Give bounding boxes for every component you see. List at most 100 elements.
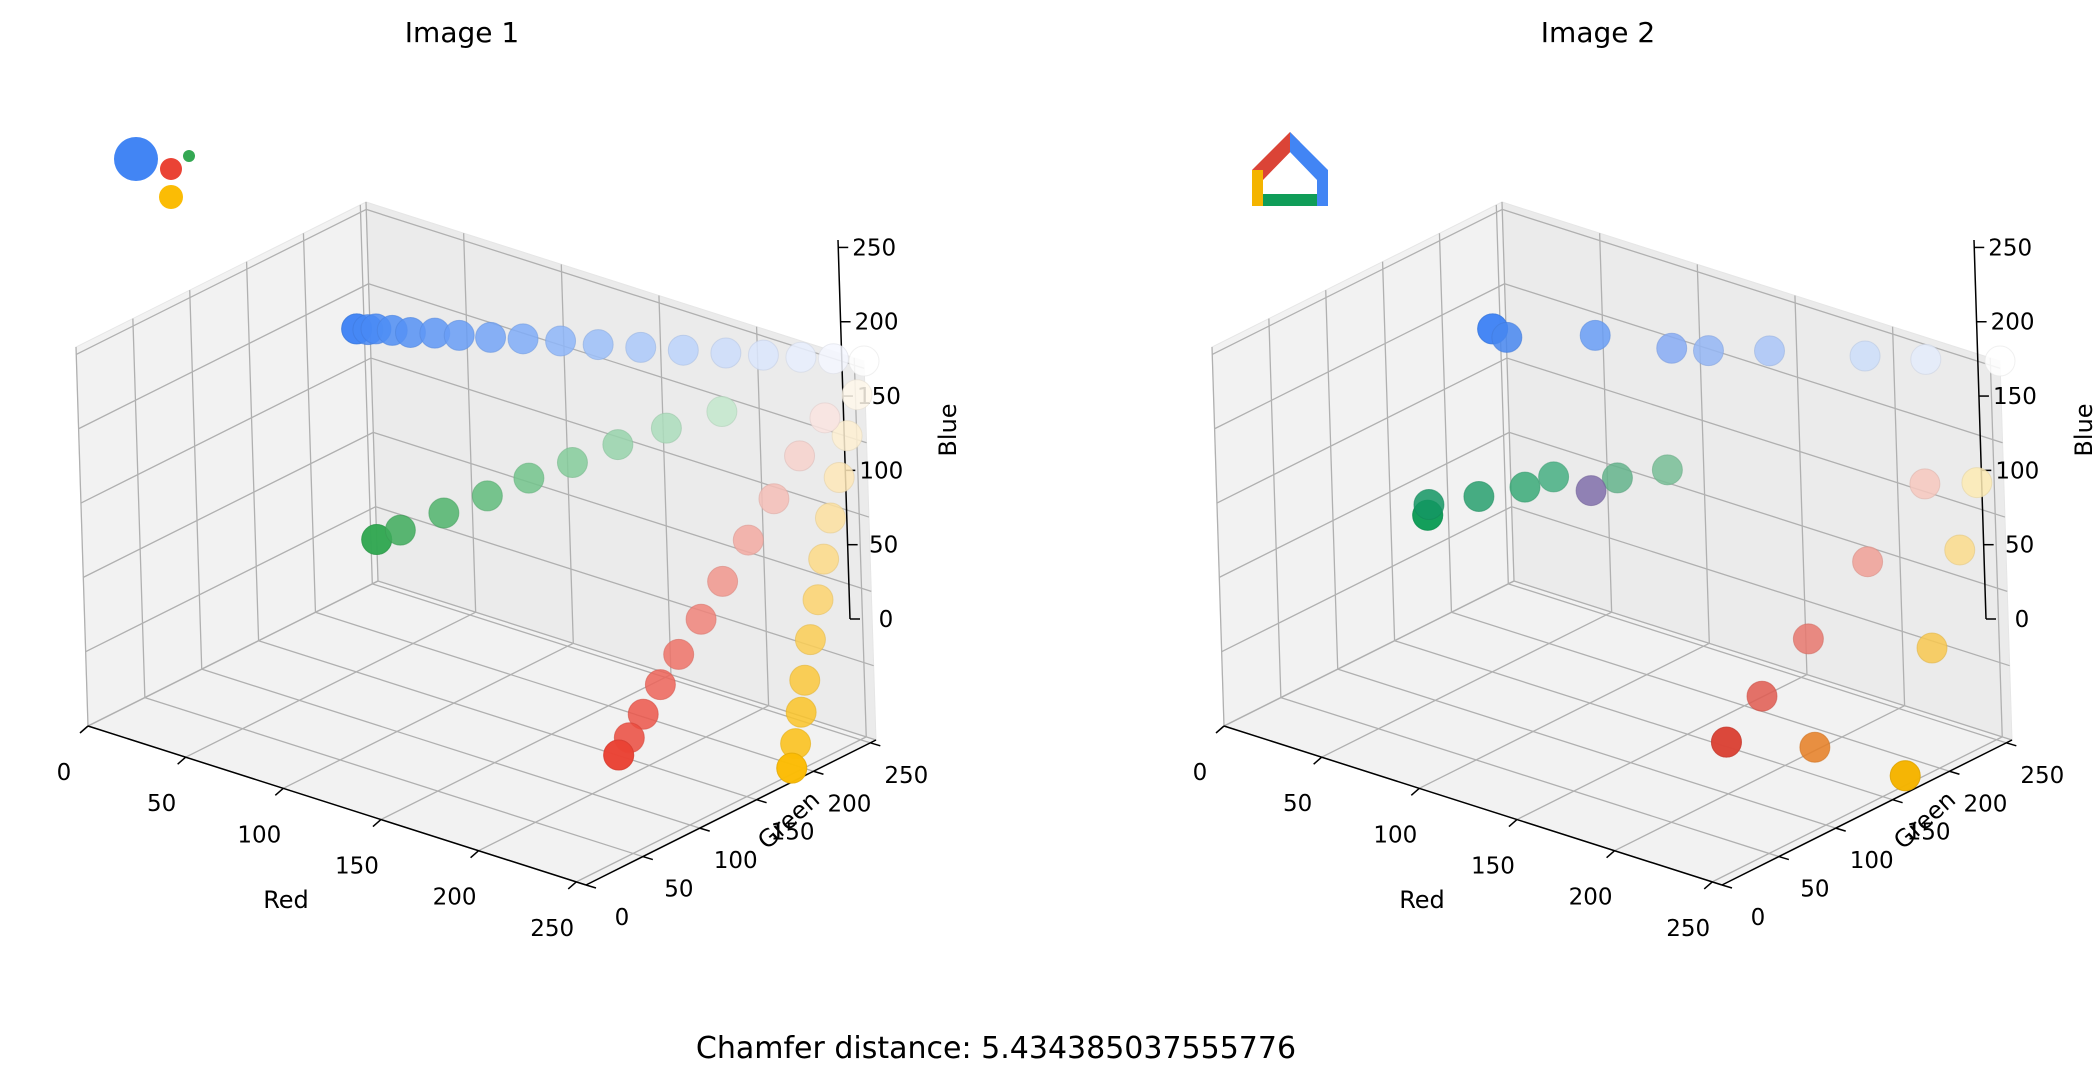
data-point: [625, 331, 657, 363]
grid-line: [1509, 431, 2008, 592]
x-tick: [79, 725, 89, 734]
data-point: [831, 420, 863, 452]
x-tick: [177, 756, 187, 765]
grid-line: [1381, 261, 1396, 641]
grid-line: [144, 696, 644, 858]
scatter-points: [341, 313, 880, 784]
data-point: [471, 480, 503, 512]
data-point: [556, 447, 588, 479]
y-tick-label: 100: [1850, 848, 1894, 874]
data-point: [443, 319, 475, 351]
data-point: [817, 343, 849, 375]
y-tick-label: 100: [714, 848, 758, 874]
data-point: [384, 514, 416, 546]
data-point: [1984, 345, 2016, 377]
grid-line: [1223, 580, 1515, 727]
data-point: [785, 696, 817, 728]
data-point: [808, 543, 840, 575]
x-tick: [470, 850, 480, 859]
data-point: [582, 329, 614, 361]
x-tick: [1215, 725, 1225, 734]
x-tick: [1313, 756, 1323, 765]
grid-line: [302, 233, 317, 613]
data-point: [785, 341, 817, 373]
x-tick: [1606, 850, 1616, 859]
data-point: [1463, 480, 1495, 512]
data-point: [1656, 332, 1688, 364]
data-point: [667, 334, 699, 366]
chamfer-distance-caption: Chamfer distance: 5.434385037555776: [696, 1031, 1296, 1066]
x-tick: [1703, 881, 1713, 890]
grid-line: [315, 611, 814, 772]
y-tick-label: 250: [884, 763, 928, 789]
grid-line: [1216, 357, 1508, 504]
data-point: [776, 752, 808, 784]
z-tick-label: 250: [1988, 235, 2032, 261]
data-point: [475, 321, 507, 353]
z-tick-label: 100: [859, 458, 903, 484]
scatter-panel-image-2: Image 2 0 0 0 50 50 50 100 100 100 150 150 150 200 20…: [1193, 16, 2096, 942]
grid-line: [1501, 201, 1515, 582]
grid-line: [1495, 204, 1509, 584]
y-tick-label: 0: [1751, 905, 1766, 931]
grid-line: [1614, 705, 1905, 852]
y-tick: [756, 798, 767, 804]
scatter-panel-image-1: Image 1 00050505010010010015015015020020…: [57, 16, 962, 942]
grid-line: [380, 673, 672, 821]
y-tick: [1949, 770, 1960, 775]
x-tick-label: 250: [1666, 916, 1710, 942]
data-point: [794, 624, 826, 656]
y-tick: [699, 827, 710, 832]
data-point: [1579, 319, 1611, 351]
data-point: [814, 502, 846, 534]
caption-prefix: Chamfer distance:: [696, 1031, 972, 1066]
data-point: [602, 429, 634, 461]
data-point: [758, 483, 790, 515]
grid-line: [1989, 357, 2003, 737]
x-axis-line: [87, 725, 587, 886]
grid-line: [366, 208, 865, 370]
data-point: [1799, 731, 1831, 763]
y-tick-label: 150: [1907, 820, 1951, 846]
x-tick-label: 0: [57, 760, 72, 786]
y-tick: [870, 742, 881, 747]
y-tick-label: 200: [827, 791, 871, 817]
grid-line: [755, 326, 770, 706]
y-tick: [1721, 884, 1733, 889]
data-point: [1909, 468, 1941, 500]
grid-line: [1451, 611, 1950, 772]
y-axis-line: [1721, 739, 2013, 886]
grid-line: [283, 642, 574, 789]
z-tick-label: 150: [1993, 384, 2037, 410]
grid-line: [1325, 290, 1339, 670]
grid-line: [658, 295, 672, 675]
data-point: [848, 345, 880, 377]
data-point: [663, 638, 695, 670]
y-tick-label: 50: [664, 877, 693, 903]
grid-line: [1211, 208, 1503, 356]
grid-line: [1219, 431, 1510, 578]
data-point: [1961, 467, 1993, 499]
y-tick-label: 150: [771, 820, 815, 846]
data-point: [650, 412, 682, 444]
grid-line: [1711, 736, 2003, 883]
grid-line: [1211, 346, 1225, 727]
z-tick-label: 200: [1991, 310, 2035, 336]
z-tick-label: 50: [869, 533, 898, 559]
grid-line: [78, 283, 369, 430]
grid-line: [368, 283, 867, 444]
x-tick-label: 200: [1569, 885, 1613, 911]
data-point: [1746, 680, 1778, 712]
data-point: [823, 461, 855, 493]
x-tick: [1410, 787, 1420, 796]
data-point: [1601, 462, 1633, 494]
google-home-logo-icon: [1252, 132, 1328, 206]
grid-line: [365, 201, 379, 582]
x-tick-label: 50: [1283, 791, 1312, 817]
grid-line: [1513, 580, 2013, 741]
grid-line: [1598, 233, 1613, 613]
data-point: [627, 698, 659, 730]
grid-line: [1321, 611, 1612, 758]
y-tick-label: 50: [1800, 877, 1829, 903]
y-tick: [642, 855, 654, 861]
